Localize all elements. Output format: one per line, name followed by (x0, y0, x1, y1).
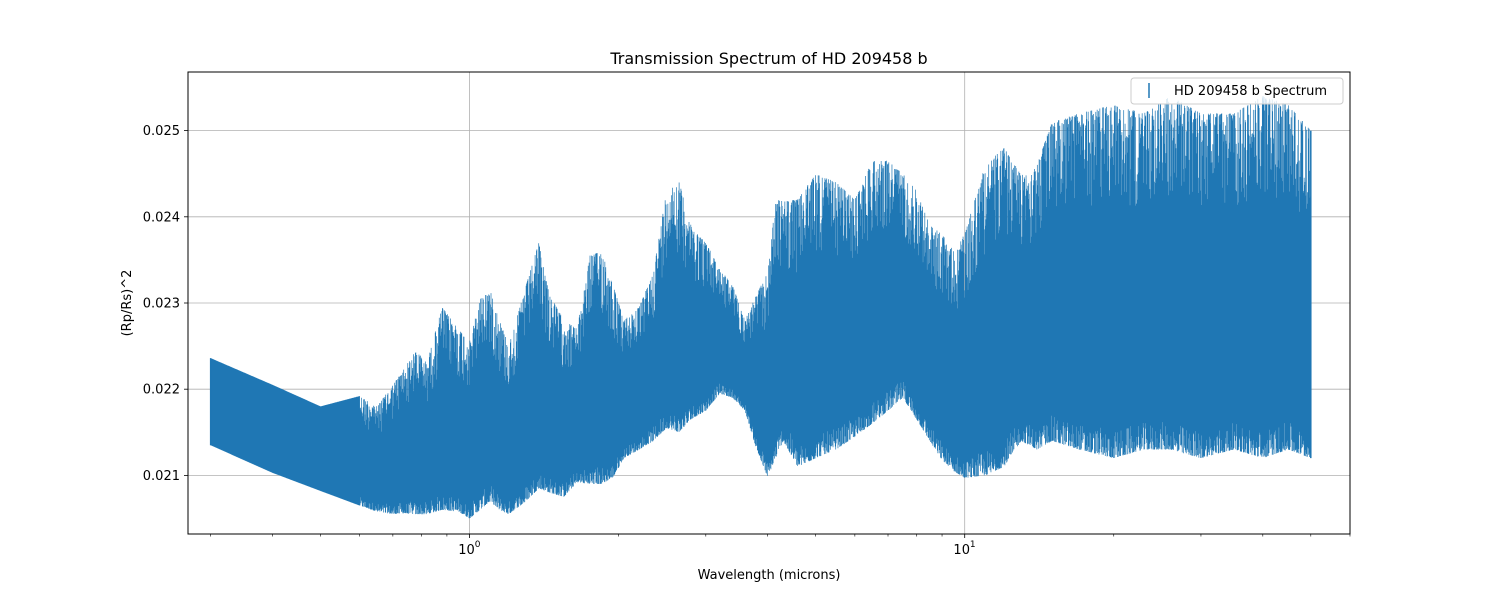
x-tick-label: 10 (458, 543, 475, 558)
x-axis-label: Wavelength (microns) (698, 568, 841, 583)
y-tick-label: 0.025 (143, 124, 180, 139)
legend-series-label: HD 209458 b Spectrum (1174, 84, 1327, 99)
series-hd-209458-b (209, 96, 1312, 519)
x-tick-exponent: 1 (970, 540, 976, 550)
x-tick-label: 10 (953, 543, 970, 558)
y-tick-label: 0.022 (143, 383, 180, 398)
y-tick-label: 0.024 (143, 210, 180, 225)
y-tick-label: 0.021 (143, 469, 180, 484)
legend-box (1130, 77, 1344, 105)
x-tick-exponent: 0 (475, 540, 481, 550)
chart-title: Transmission Spectrum of HD 209458 b (609, 49, 927, 68)
y-axis-label: (Rp/Rs)^2 (120, 270, 135, 337)
legend: HD 209458 b Spectrum (1130, 77, 1344, 105)
y-tick-label: 0.023 (143, 297, 180, 312)
data-layer (209, 96, 1312, 519)
